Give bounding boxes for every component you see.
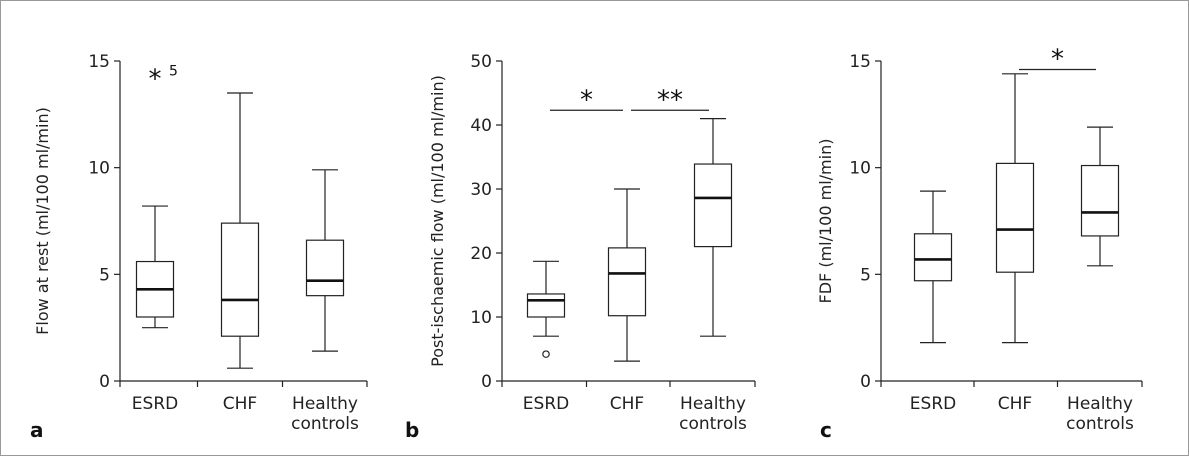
outlier-point [542, 350, 550, 358]
y-tick-label: 30 [470, 180, 492, 200]
category-label: ESRD [132, 394, 178, 414]
y-tick-label: 5 [99, 265, 110, 285]
y-axis-label: FDF (ml/100 ml/min) [816, 139, 835, 304]
y-tick-label: 10 [88, 159, 110, 179]
box-0 [913, 190, 953, 344]
box-0 [135, 205, 175, 329]
category-label: Healthy controls [291, 394, 359, 434]
panel-letter: b [405, 418, 419, 442]
iqr-box [526, 293, 566, 318]
panel-a: 0 5 10 15 ESRD CHF Healthy controls Flow at rest… [30, 52, 368, 442]
significance-label: * [580, 85, 593, 115]
panel-letter: a [30, 418, 44, 442]
box-1 [995, 73, 1035, 344]
y-tick-label: 50 [470, 52, 492, 72]
category-label: CHF [998, 394, 1032, 414]
panel-letter: c [820, 418, 832, 442]
panel-b: 0 10 20 30 40 50 ESRD CHF Healthy controls Post-is… [405, 52, 756, 442]
category-label: CHF [223, 394, 257, 414]
box-1 [607, 188, 647, 362]
y-tick-label: 0 [99, 372, 110, 392]
box-2 [693, 117, 733, 337]
y-tick-label: 15 [88, 52, 110, 72]
y-tick-label: 10 [849, 159, 871, 179]
y-axis-label: Post-ischaemic flow (ml/100 ml/min) [428, 75, 447, 367]
significance-label: ** [657, 85, 683, 115]
box-0 [526, 260, 566, 337]
category-label: Healthy controls [679, 394, 747, 434]
iqr-box [607, 247, 647, 317]
y-tick-label: 15 [849, 52, 871, 72]
iqr-box [1080, 164, 1120, 237]
y-tick-label: 40 [470, 116, 492, 136]
panels: 0 5 10 15 ESRD CHF Healthy controls Flow at rest… [30, 45, 1143, 442]
iqr-box [995, 162, 1035, 273]
y-tick-label: 5 [860, 265, 871, 285]
extreme-value-count: 5 [169, 64, 178, 80]
y-tick-label: 0 [481, 372, 492, 392]
panel-c: 0 5 10 15 ESRD CHF Healthy controls FDF (ml/100 … [816, 45, 1143, 442]
y-tick-label: 20 [470, 244, 492, 264]
category-label: ESRD [910, 394, 956, 414]
iqr-box [913, 233, 953, 282]
y-axis-label: Flow at rest (ml/100 ml/min) [33, 107, 52, 335]
extreme-value-symbol: * [149, 65, 162, 95]
category-label: CHF [610, 394, 644, 414]
category-label: Healthy controls [1066, 394, 1134, 434]
box-2 [305, 169, 345, 352]
y-tick-label: 0 [860, 372, 871, 392]
iqr-box [305, 239, 345, 297]
box-1 [220, 92, 260, 369]
box-2 [1080, 126, 1120, 267]
iqr-box [693, 163, 733, 248]
category-label: ESRD [523, 394, 569, 414]
y-tick-label: 10 [470, 308, 492, 328]
significance-label: * [1051, 45, 1064, 75]
iqr-box [220, 222, 260, 337]
